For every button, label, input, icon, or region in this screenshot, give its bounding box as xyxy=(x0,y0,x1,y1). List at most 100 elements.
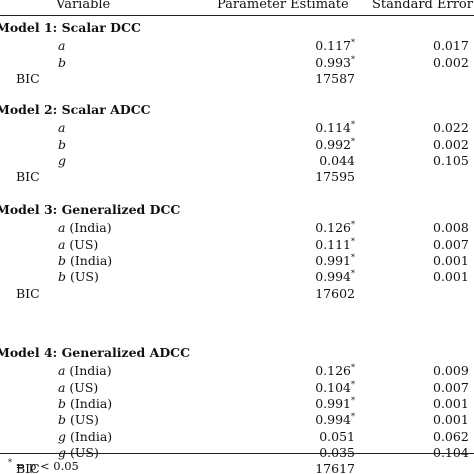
parameter-country: (US) xyxy=(66,269,99,285)
parameter-label: a (India) xyxy=(58,363,112,379)
parameter-label: a (US) xyxy=(58,237,98,253)
bic-label: BIC xyxy=(16,461,40,474)
parameter-country: (India) xyxy=(65,363,112,379)
parameter-estimate: 0.104* xyxy=(315,380,355,396)
parameter-estimate: 0.993* xyxy=(315,55,355,71)
estimate-value: 0.991 xyxy=(315,252,351,268)
parameter-label: a xyxy=(58,38,65,54)
parameter-label: g (US) xyxy=(58,445,99,461)
parameter-label: g xyxy=(58,153,66,169)
significance-star: * xyxy=(351,236,355,246)
model-title: Model 4: Generalized ADCC xyxy=(0,345,191,360)
significance-star: * xyxy=(351,120,355,130)
bic-value: 17595 xyxy=(315,169,355,185)
parameter-estimate: 0.991* xyxy=(315,396,355,412)
parameter-estimate: 0.992* xyxy=(315,137,355,153)
estimate-value: 0.114 xyxy=(315,120,351,136)
parameter-label: b (US) xyxy=(58,412,99,428)
standard-error: 0.001 xyxy=(433,395,469,411)
parameter-estimate: 0.044 xyxy=(319,153,355,169)
parameter-symbol: b xyxy=(58,395,67,411)
parameter-label: b xyxy=(58,55,66,71)
standard-error: 0.104 xyxy=(433,444,469,460)
estimate-value: 0.991 xyxy=(315,395,351,411)
parameter-symbol: a xyxy=(58,220,66,236)
standard-error: 0.022 xyxy=(433,120,469,136)
estimate-value: 0.126 xyxy=(315,220,351,236)
parameter-estimate: 0.051 xyxy=(319,429,355,445)
parameter-country: (India) xyxy=(66,428,113,444)
bic-label: BIC xyxy=(16,70,40,86)
parameter-estimate: 0.126* xyxy=(315,220,355,236)
parameter-country: (US) xyxy=(65,236,99,252)
parameter-estimate: 0.994* xyxy=(315,269,355,285)
estimate-value: 0.111 xyxy=(315,236,351,252)
significance-star: * xyxy=(351,379,355,389)
bottom-rule xyxy=(0,453,474,454)
significance-star: * xyxy=(351,38,355,48)
parameter-label: a (US) xyxy=(58,380,98,396)
parameter-symbol: b xyxy=(58,252,67,268)
footnote-text: = p < 0.05 xyxy=(12,459,79,473)
bic-label: BIC xyxy=(16,169,40,185)
parameter-estimate: 0.111* xyxy=(315,237,355,253)
standard-error: 0.062 xyxy=(433,428,469,444)
parameter-estimate: 0.994* xyxy=(315,412,355,428)
parameter-country: (US) xyxy=(66,412,99,428)
parameter-symbol: g xyxy=(58,445,66,460)
parameter-country: (US) xyxy=(65,379,99,395)
parameter-label: a xyxy=(58,120,65,136)
standard-error: 0.002 xyxy=(433,54,469,70)
significance-star: * xyxy=(351,412,355,422)
standard-error: 0.009 xyxy=(433,363,469,379)
footnote: * = p < 0.05 xyxy=(8,458,79,474)
parameter-symbol: a xyxy=(58,236,66,252)
significance-star: * xyxy=(351,220,355,230)
header-parameter-estimate: Parameter Estimate xyxy=(217,0,349,12)
model-title: Model 2: Scalar ADCC xyxy=(0,102,151,117)
bic-value: 17602 xyxy=(315,285,355,301)
parameter-label: a (India) xyxy=(58,220,112,236)
parameter-symbol: a xyxy=(58,120,66,136)
footnote-star: * xyxy=(8,458,12,468)
standard-error: 0.001 xyxy=(433,412,469,428)
standard-error: 0.105 xyxy=(433,152,469,168)
significance-star: * xyxy=(351,54,355,64)
parameter-estimate: 0.126* xyxy=(315,363,355,379)
standard-error: 0.001 xyxy=(433,252,469,268)
model-title: Model 1: Scalar DCC xyxy=(0,20,141,35)
estimate-value: 0.051 xyxy=(319,428,355,444)
standard-error: 0.007 xyxy=(433,379,469,395)
parameter-label: g (India) xyxy=(58,429,112,445)
estimate-value: 0.994 xyxy=(315,412,351,428)
parameter-symbol: b xyxy=(58,54,67,70)
header-variable: Variable xyxy=(56,0,111,12)
parameter-symbol: a xyxy=(58,379,66,395)
model-title: Model 3: Generalized DCC xyxy=(0,202,181,217)
significance-star: * xyxy=(351,252,355,262)
parameter-symbol: g xyxy=(58,428,67,444)
parameter-estimate: 0.114* xyxy=(315,120,355,136)
significance-star: * xyxy=(351,136,355,146)
standard-error: 0.017 xyxy=(433,38,469,54)
bic-label: BIC xyxy=(16,285,40,301)
parameter-country: (India) xyxy=(65,220,112,236)
estimate-value: 0.994 xyxy=(315,269,351,285)
parameter-estimate: 0.991* xyxy=(315,253,355,269)
bic-value: 17587 xyxy=(315,70,355,86)
parameter-label: b (India) xyxy=(58,396,112,412)
estimate-value: 0.993 xyxy=(315,54,351,70)
estimate-value: 0.044 xyxy=(319,152,355,168)
parameter-label: b (US) xyxy=(58,269,99,285)
significance-star: * xyxy=(351,269,355,279)
estimate-value: 0.992 xyxy=(315,136,351,152)
estimate-value: 0.035 xyxy=(319,444,355,460)
parameter-label: b xyxy=(58,137,66,153)
parameter-country: (US) xyxy=(66,444,99,460)
parameter-symbol: g xyxy=(58,152,67,168)
standard-error: 0.001 xyxy=(433,269,469,285)
significance-star: * xyxy=(351,363,355,373)
parameter-country: (India) xyxy=(66,252,113,268)
parameter-estimate: 0.035 xyxy=(319,445,355,461)
